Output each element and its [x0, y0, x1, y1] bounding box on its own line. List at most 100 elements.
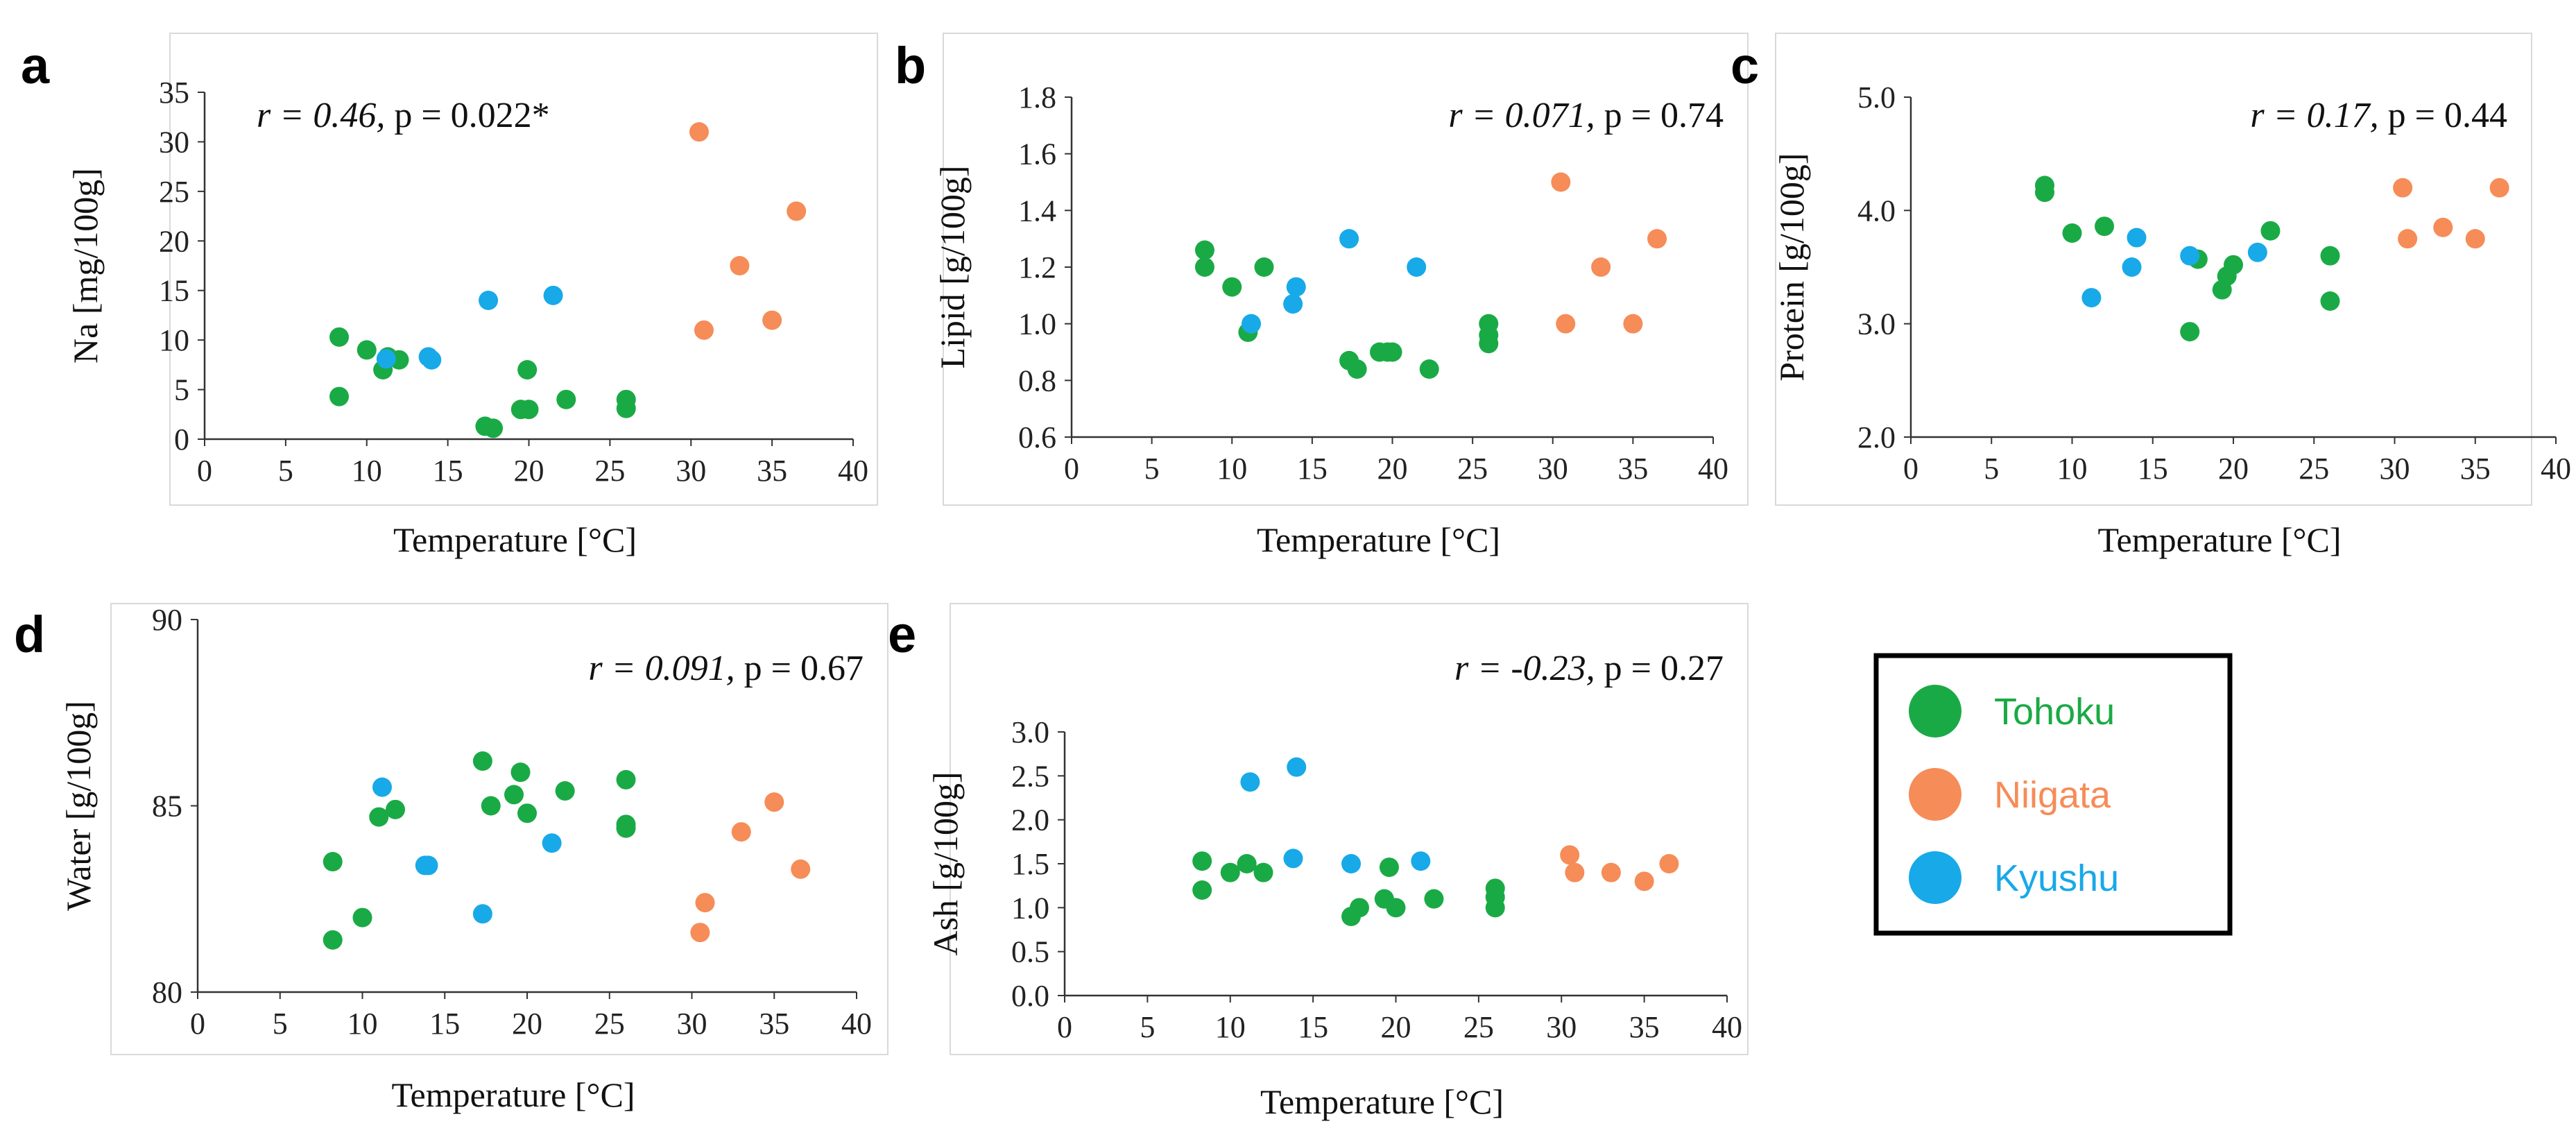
y-tick-label: 0: [174, 423, 189, 456]
point-tohoku: [329, 386, 350, 407]
x-tick-label: 20: [512, 1007, 542, 1041]
y-tick-label: 0.0: [1011, 979, 1049, 1013]
point-kyushu: [2247, 242, 2267, 262]
point-tohoku: [1194, 240, 1214, 260]
x-tick-label: 10: [352, 454, 382, 488]
point-kyushu: [422, 350, 442, 370]
panel-letter: b: [895, 37, 926, 94]
r-value: r = 0.17,: [2250, 96, 2387, 135]
point-tohoku: [2062, 223, 2082, 243]
correlation-annotation: r = -0.23, p = 0.27: [1454, 649, 1724, 688]
panel-b: b 0 5 10 15 20 25 30 35 40 0.6 0.8 1.0 1.2 1.4 1.6 1.8 Te…: [895, 33, 1749, 559]
x-tick-label: 10: [2057, 452, 2088, 486]
correlation-annotation: r = 0.091, p = 0.67: [588, 649, 864, 688]
x-tick-label: 0: [1064, 452, 1079, 486]
x-axis-title: Temperature [°C]: [391, 1075, 635, 1114]
point-tohoku: [1222, 277, 1242, 297]
point-niigata: [1560, 845, 1580, 865]
y-tick-label: 80: [152, 975, 182, 1009]
point-tohoku: [323, 852, 343, 872]
y-tick-label: 1.6: [1018, 137, 1056, 171]
x-tick-label: 0: [1903, 452, 1918, 486]
x-tick-label: 25: [594, 1007, 625, 1041]
legend-marker-niigata: [1909, 768, 1961, 821]
x-tick-label: 20: [514, 454, 544, 488]
x-tick-label: 5: [1140, 1010, 1155, 1044]
point-niigata: [2489, 178, 2509, 198]
y-tick-label: 3.0: [1857, 307, 1896, 341]
point-tohoku: [1479, 334, 1499, 354]
p-value: p = 0.27: [1604, 649, 1724, 688]
point-kyushu: [2081, 288, 2102, 308]
point-kyushu: [1287, 757, 1307, 777]
r-value: r = 0.46,: [257, 96, 394, 135]
x-tick-label: 10: [347, 1007, 378, 1041]
x-axis-title: Temperature [°C]: [1257, 520, 1500, 559]
y-tick-label: 4.0: [1857, 194, 1896, 228]
point-tohoku: [517, 803, 537, 823]
x-tick-label: 20: [1381, 1010, 1411, 1044]
point-kyushu: [2180, 246, 2200, 266]
point-niigata: [2465, 229, 2485, 249]
point-niigata: [689, 122, 709, 142]
x-tick-label: 30: [676, 454, 706, 488]
x-tick-label: 5: [1984, 452, 1999, 486]
point-tohoku: [472, 751, 492, 771]
point-tohoku: [352, 907, 372, 928]
r-value: r = 0.071,: [1448, 96, 1604, 135]
x-tick-label: 40: [838, 454, 868, 488]
point-niigata: [1659, 854, 1679, 873]
x-tick-label: 15: [1297, 452, 1328, 486]
x-tick-label: 35: [757, 454, 787, 488]
legend-label-kyushu: Kyushu: [1994, 857, 2119, 899]
correlation-annotation: r = 0.071, p = 0.74: [1448, 96, 1724, 135]
x-tick-label: 25: [2299, 452, 2329, 486]
x-tick-label: 10: [1215, 1010, 1246, 1044]
point-tohoku: [1194, 257, 1214, 277]
legend: Tohoku Niigata Kyushu: [1873, 653, 2233, 936]
point-tohoku: [616, 389, 636, 409]
panel-letter: c: [1731, 37, 1759, 94]
point-kyushu: [1283, 294, 1303, 314]
x-tick-label: 15: [429, 1007, 460, 1041]
point-tohoku: [1485, 898, 1505, 918]
y-tick-label: 2.0: [1011, 803, 1049, 837]
p-value: p = 0.44: [2388, 96, 2507, 135]
p-value: p = 0.022*: [394, 96, 549, 135]
point-kyushu: [418, 855, 438, 876]
point-kyushu: [1242, 314, 1261, 334]
y-tick-label: 1.0: [1011, 891, 1049, 925]
x-tick-label: 25: [594, 454, 625, 488]
point-niigata: [1647, 229, 1667, 249]
y-axis-title: Protein [g/100g]: [1772, 153, 1811, 381]
x-tick-label: 10: [1217, 452, 1247, 486]
point-kyushu: [1411, 851, 1431, 871]
point-tohoku: [1349, 898, 1369, 918]
point-niigata: [1551, 172, 1571, 192]
p-value: p = 0.67: [744, 649, 864, 688]
point-niigata: [787, 201, 807, 221]
y-tick-label: 3.0: [1011, 715, 1049, 749]
x-tick-label: 35: [1629, 1010, 1660, 1044]
y-axis-title: Lipid [g/100g]: [933, 165, 972, 368]
point-tohoku: [1386, 898, 1406, 918]
x-tick-label: 40: [2541, 452, 2571, 486]
point-tohoku: [2320, 291, 2340, 311]
point-niigata: [1623, 314, 1643, 334]
point-niigata: [2433, 217, 2453, 237]
y-tick-label: 5.0: [1857, 80, 1896, 114]
point-niigata: [762, 310, 782, 330]
point-tohoku: [369, 807, 389, 827]
legend-label-tohoku: Tohoku: [1994, 691, 2115, 733]
y-tick-label: 90: [152, 603, 182, 637]
point-tohoku: [1220, 862, 1240, 882]
point-tohoku: [1379, 857, 1399, 878]
x-tick-label: 0: [197, 454, 212, 488]
y-tick-label: 1.5: [1011, 847, 1049, 881]
panel-c: c 0 5 10 15 20 25 30 35 40 2.0 3.0 4.0 5.0 Temperature…: [1731, 33, 2571, 559]
panel-letter: a: [21, 37, 50, 94]
point-tohoku: [1192, 880, 1212, 900]
y-tick-label: 30: [159, 125, 189, 159]
point-niigata: [690, 923, 710, 943]
